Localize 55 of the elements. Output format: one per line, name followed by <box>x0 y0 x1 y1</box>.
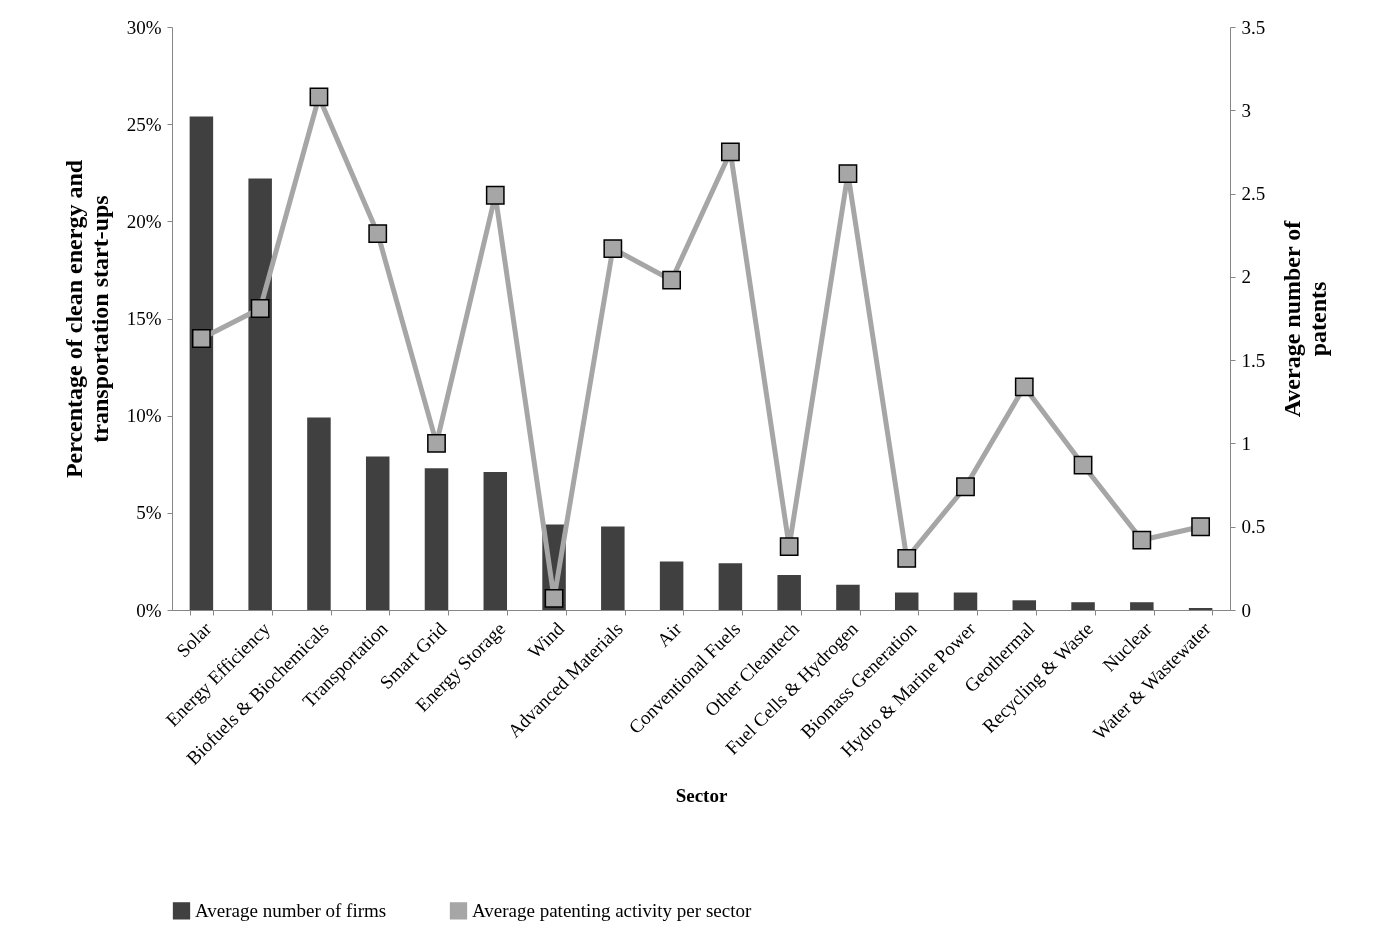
y2-tick-label: 3.5 <box>1241 16 1266 38</box>
bar <box>1130 602 1154 610</box>
y2-tick-label: 1 <box>1241 432 1251 454</box>
point <box>250 299 270 318</box>
x-tick-label: Air <box>652 617 687 651</box>
point <box>662 270 682 290</box>
y-tick-label: 0% <box>136 599 162 621</box>
y2-tick-label: 3 <box>1241 99 1251 121</box>
bar <box>836 584 860 610</box>
y2-tick-label: 2.5 <box>1241 183 1266 205</box>
bar <box>189 116 214 610</box>
bar <box>1071 602 1095 610</box>
y-tick-label: 10% <box>126 405 162 427</box>
point <box>1191 517 1211 537</box>
bar <box>424 468 449 610</box>
point <box>368 224 388 243</box>
point <box>485 185 505 205</box>
point <box>1132 530 1152 550</box>
point <box>603 239 623 258</box>
bar <box>777 575 801 610</box>
bar <box>953 592 978 610</box>
y-axis-title: Percentage of clean energy and transportation start-ups <box>60 159 113 479</box>
bar <box>718 563 743 610</box>
point <box>191 329 211 348</box>
y-tick-label: 5% <box>136 502 162 524</box>
bar <box>1012 600 1037 610</box>
bar <box>248 178 272 610</box>
y2-tick-label: 1.5 <box>1241 349 1266 371</box>
point <box>309 87 329 107</box>
point <box>779 537 799 557</box>
bar <box>894 592 919 610</box>
y2-tick-label: 0 <box>1241 599 1251 621</box>
y2-tick-label: 2 <box>1241 266 1251 288</box>
x-axis-title: Sector <box>675 784 728 806</box>
point <box>1073 455 1093 475</box>
point <box>544 588 564 608</box>
bar <box>307 417 331 610</box>
legend-label: Average number of firms <box>195 899 387 921</box>
bar <box>659 561 684 610</box>
point <box>956 477 975 497</box>
y2-tick-label: 0.5 <box>1241 516 1266 538</box>
point <box>1014 377 1034 397</box>
point <box>720 142 740 162</box>
y-tick-label: 25% <box>126 113 162 135</box>
y-tick-label: 30% <box>126 16 162 38</box>
point <box>897 548 917 568</box>
bar <box>601 526 625 610</box>
point <box>838 164 858 183</box>
point <box>427 434 446 453</box>
y-tick-label: 15% <box>126 308 162 329</box>
bar <box>365 456 390 610</box>
y-tick-label: 20% <box>126 210 162 232</box>
y2-axis-title: Average number of patents <box>1279 219 1332 418</box>
bar <box>483 472 508 610</box>
legend-label: Average patenting activity per sector <box>472 899 752 921</box>
